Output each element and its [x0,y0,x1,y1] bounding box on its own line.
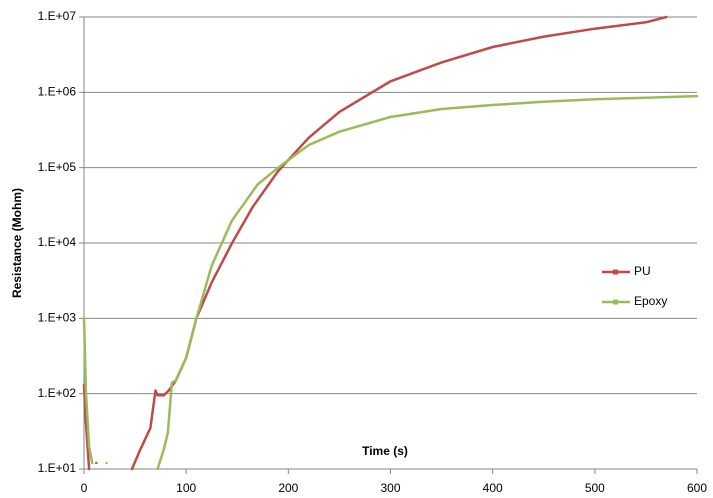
x-tick-label: 300 [380,481,400,495]
series-line [82,94,699,471]
legend-label: PU [634,264,651,278]
x-tick-label: 500 [585,481,605,495]
series-line [82,15,668,471]
x-axis-title: Time (s) [362,444,408,458]
y-axis-title: Resistance (Mohm) [10,188,24,298]
x-tick-label: 400 [483,481,503,495]
y-tick-label: 1.E+01 [38,461,77,475]
y-tick-label: 1.E+04 [38,235,77,249]
y-tick-label: 1.E+02 [38,386,77,400]
x-tick-label: 200 [278,481,298,495]
legend-label: Epoxy [634,294,667,308]
x-tick-label: 600 [687,481,707,495]
y-tick-label: 1.E+07 [38,9,77,23]
x-tick-label: 100 [176,481,196,495]
y-tick-label: 1.E+06 [38,85,77,99]
y-tick-label: 1.E+03 [38,311,77,325]
legend-marker [613,299,618,305]
y-tick-label: 1.E+05 [38,160,77,174]
x-tick-label: 0 [81,481,88,495]
legend-marker [613,269,618,275]
